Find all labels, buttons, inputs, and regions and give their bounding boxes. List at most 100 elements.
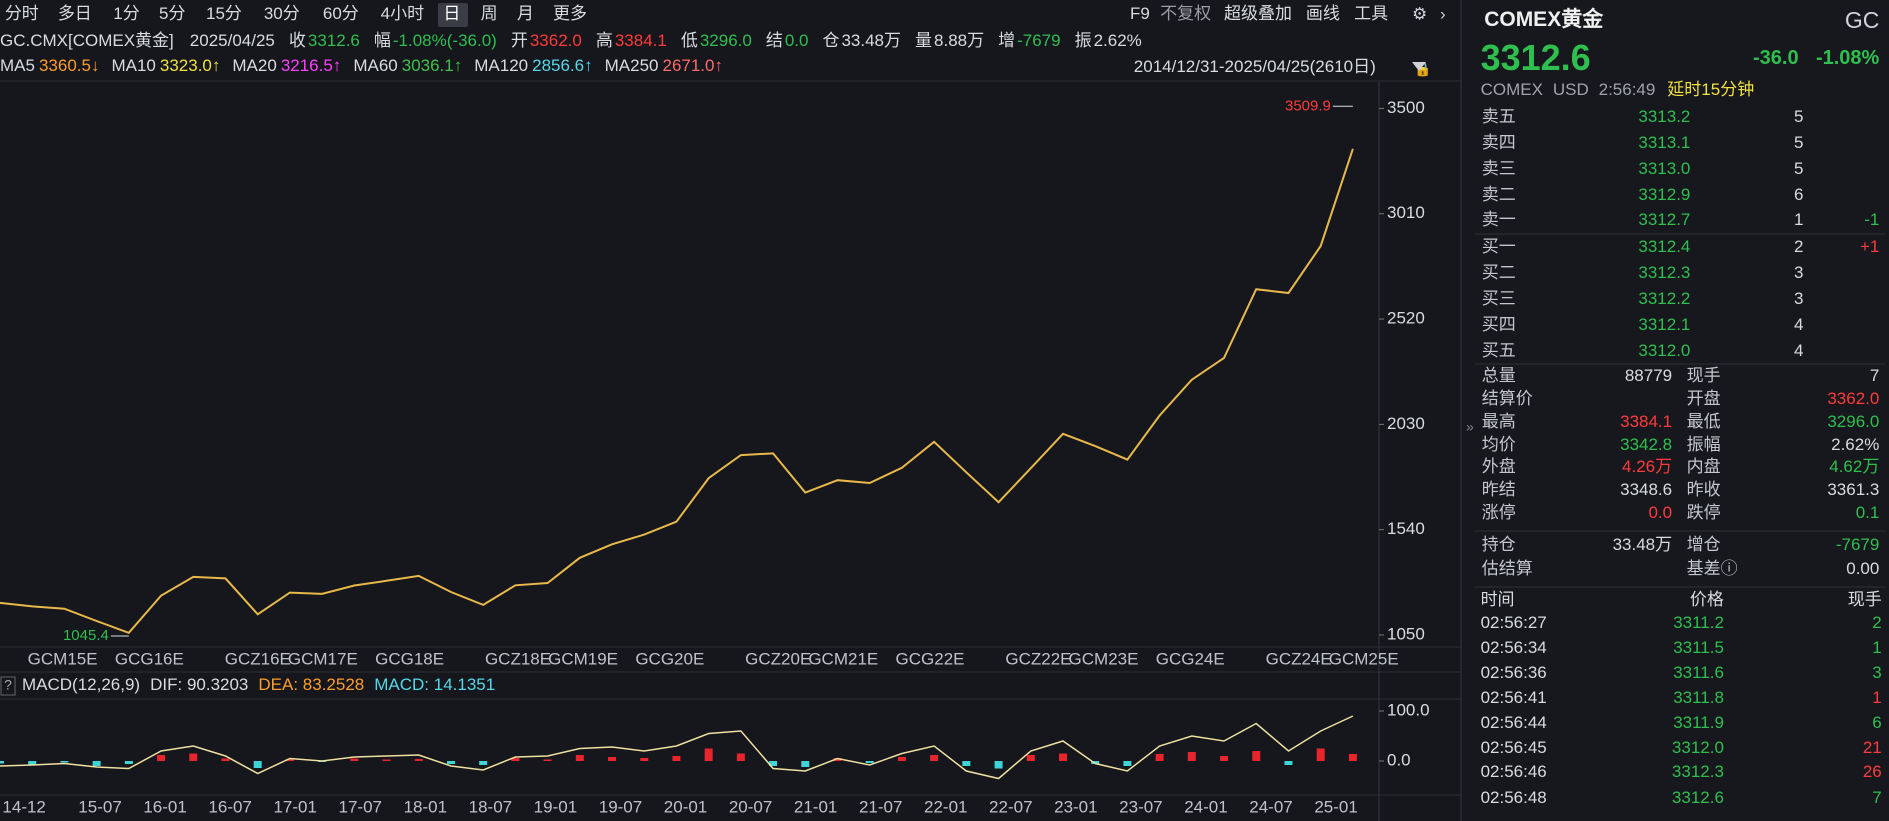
tab[interactable]: 日 (443, 4, 461, 24)
stat-label: 开盘 (1686, 388, 1721, 408)
tick-qty: 6 (1872, 712, 1882, 732)
tick-time: 02:56:45 (1480, 738, 1547, 758)
settings-icon[interactable]: ⚙ (1412, 4, 1427, 23)
stat-value: 0.1 (1855, 503, 1880, 523)
quote-code: GC (1844, 7, 1880, 34)
tick-qty: 1 (1872, 687, 1882, 707)
x-tick-label: GCZ18E (485, 649, 551, 668)
date-label: 20-01 (664, 797, 707, 816)
book-label: 卖一 (1481, 210, 1516, 230)
date-label: 17-01 (273, 797, 316, 816)
expand-icon[interactable]: › (1440, 4, 1446, 23)
x-tick-label: GCZ20E (745, 649, 811, 668)
book-price: 3312.4 (1638, 236, 1691, 256)
y-tick-label: 2030 (1387, 414, 1425, 433)
tool-button[interactable]: 不复权 (1160, 4, 1212, 24)
ticks-header: 现手 (1847, 589, 1882, 609)
price-line (0, 148, 1354, 634)
stat-label: 基差ⓘ (1686, 558, 1738, 578)
stat-label: 估结算 (1481, 558, 1533, 578)
macd-bar (1123, 761, 1132, 766)
tick-qty: 3 (1872, 663, 1882, 683)
ma-name: MA120 (474, 56, 529, 75)
tab[interactable]: 5分 (159, 4, 186, 24)
macd-bar (704, 748, 713, 761)
date-label: 21-01 (794, 797, 837, 816)
ticks-header: 时间 (1480, 589, 1515, 609)
tick-qty: 2 (1872, 612, 1882, 632)
date-range[interactable]: 2014/12/31-2025/04/25(2610日) (1133, 57, 1376, 77)
tab[interactable]: 月 (516, 4, 534, 24)
book-qty: 3 (1793, 263, 1804, 283)
date-label: 22-07 (989, 797, 1032, 816)
macd-bar (897, 757, 906, 761)
tick-qty: 21 (1862, 738, 1882, 758)
stat-value: 3296.0 (1827, 411, 1880, 431)
tab[interactable]: 多日 (57, 4, 92, 24)
date-label: 19-01 (534, 797, 577, 816)
tab[interactable]: 1分 (113, 4, 140, 24)
tool-button[interactable]: 画线 (1305, 4, 1340, 24)
macd-bar (1091, 761, 1100, 764)
date-label: 23-07 (1119, 797, 1162, 816)
y-tick-label: 1050 (1387, 624, 1425, 643)
tick-price: 3312.0 (1671, 738, 1724, 758)
macd-bar (672, 756, 681, 761)
book-price: 3312.1 (1638, 315, 1691, 335)
date-label: 18-07 (469, 797, 512, 816)
collapse-icon[interactable]: » (1466, 419, 1474, 435)
field-value: 8.88万 (934, 31, 985, 50)
macd-bar (189, 753, 198, 761)
x-tick-label: GCG16E (115, 649, 184, 668)
tab[interactable]: 60分 (322, 4, 359, 24)
ma-value: 2671.0↑ (662, 56, 723, 75)
tab[interactable]: 分时 (4, 4, 39, 24)
x-tick-label: GCZ16E (225, 649, 291, 668)
macd-name: MACD(12,26,9) (22, 675, 141, 694)
tab[interactable]: 更多 (552, 4, 587, 24)
help-icon[interactable]: ? (4, 677, 12, 693)
stat-label: 结算价 (1481, 388, 1533, 408)
stat-value: 7 (1869, 365, 1880, 385)
tab[interactable]: 周 (480, 4, 498, 24)
y-tick-label: 100.0 (1387, 700, 1430, 719)
date-label: 18-01 (404, 797, 447, 816)
field-label: 低 (680, 31, 698, 50)
tab[interactable]: 30分 (263, 4, 300, 24)
macd-bar (1284, 761, 1293, 765)
book-price: 3312.3 (1638, 263, 1691, 283)
x-tick-label: GCZ22E (1005, 649, 1071, 668)
stat-value: -7679 (1835, 534, 1880, 554)
macd-bar (640, 758, 649, 761)
macd-bar (1058, 753, 1067, 761)
ticks-header: 价格 (1689, 589, 1724, 609)
stat-label: 持仓 (1481, 534, 1516, 554)
tab[interactable]: 15分 (206, 4, 242, 24)
tab[interactable]: 4小时 (380, 4, 425, 24)
tool-button[interactable]: 超级叠加 (1223, 4, 1292, 24)
book-qty: 4 (1793, 340, 1804, 360)
macd-bar (1187, 752, 1196, 761)
tab-highlight (438, 3, 468, 27)
book-qty: 6 (1793, 185, 1804, 205)
book-change: -1 (1864, 210, 1880, 230)
macd-bar (221, 758, 230, 761)
stat-label: 跌停 (1686, 503, 1721, 523)
stat-label: 昨收 (1686, 480, 1721, 500)
info-line: GC.CMX[COMEX黄金] 2025/04/25 收 3312.6 幅 -1.08%(… (0, 31, 1142, 51)
tick-qty: 1 (1872, 638, 1882, 658)
book-label: 买五 (1481, 340, 1516, 360)
ma-name: MA10 (111, 56, 156, 75)
tool-button[interactable]: F9 (1130, 4, 1150, 24)
y-tick-label: 0.0 (1387, 750, 1411, 769)
stat-value: 33.48万 (1612, 534, 1673, 554)
x-tick-label: GCM17E (288, 649, 358, 668)
tick-price: 3311.5 (1673, 638, 1724, 658)
tool-button[interactable]: 工具 (1354, 4, 1389, 24)
range-arrow (1412, 62, 1426, 71)
macd-dif: DIF: 90.3203 (150, 675, 249, 694)
macd-bar (382, 759, 391, 761)
date-label: 16-07 (208, 797, 251, 816)
book-label: 卖四 (1481, 133, 1516, 153)
date: 2025/04/25 (189, 31, 275, 50)
